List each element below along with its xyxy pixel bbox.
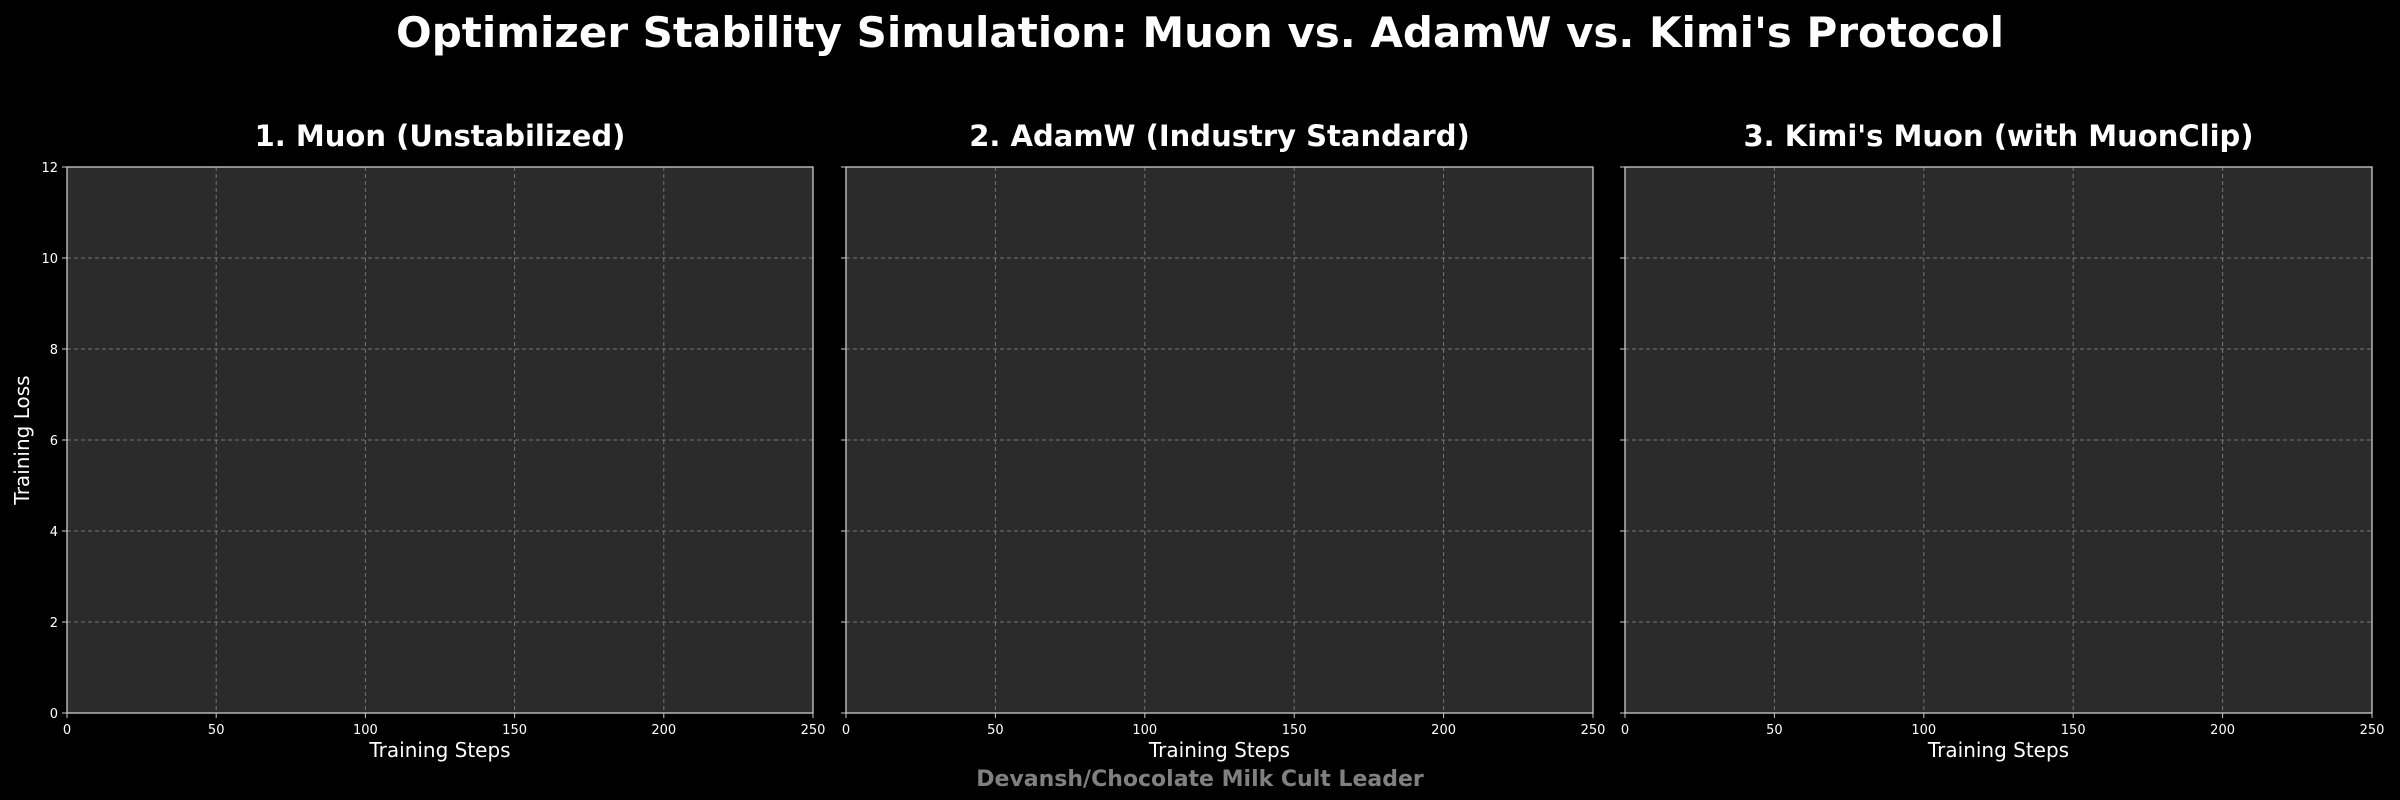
x-tick-label: 250 (2360, 723, 2385, 738)
x-axis-label: Training Steps (368, 738, 510, 762)
y-axis-label: Training Loss (10, 375, 34, 505)
x-tick-label: 100 (353, 723, 378, 738)
chart-title: 3. Kimi's Muon (with MuonClip) (1743, 119, 2253, 153)
y-tick-label: 12 (41, 161, 58, 176)
x-tick-label: 0 (842, 723, 850, 738)
y-tick-label: 0 (50, 707, 58, 722)
chart-panel-2: 0 50 100 150 200 250 2. AdamW (Industry Standa… (841, 119, 1605, 762)
x-tick-label: 200 (1431, 723, 1456, 738)
x-tick-label: 250 (801, 723, 826, 738)
x-tick-label: 50 (987, 723, 1004, 738)
x-tick-label: 250 (1581, 723, 1606, 738)
figure-title: Optimizer Stability Simulation: Muon vs.… (396, 8, 2004, 57)
x-tick-label: 150 (2061, 723, 2086, 738)
chart-panel-3: 0 50 100 150 200 250 3. Kimi's Muon (with Muon… (1620, 119, 2384, 762)
y-tick-label: 4 (50, 525, 58, 540)
chart-title: 1. Muon (Unstabilized) (255, 119, 626, 153)
y-tick-label: 10 (41, 252, 58, 267)
watermark: Devansh/Chocolate Milk Cult Leader (976, 767, 1424, 792)
chart-title: 2. AdamW (Industry Standard) (969, 119, 1470, 153)
y-tick-label: 2 (50, 616, 58, 631)
x-tick-label: 100 (1911, 723, 1936, 738)
x-axis-label: Training Steps (1148, 738, 1290, 762)
x-tick-label: 200 (651, 723, 676, 738)
x-tick-label: 50 (1766, 723, 1783, 738)
x-tick-label: 0 (1621, 723, 1629, 738)
chart-panel-1: 0 50 100 150 200 250 0 2 4 6 8 10 12 1. Muon (Unstabi… (10, 119, 825, 762)
y-tick-label: 6 (50, 434, 58, 449)
x-tick-label: 150 (502, 723, 527, 738)
x-tick-label: 100 (1132, 723, 1157, 738)
y-tick-label: 8 (50, 343, 58, 358)
x-axis-label: Training Steps (1927, 738, 2069, 762)
x-tick-label: 200 (2210, 723, 2235, 738)
x-tick-label: 150 (1282, 723, 1307, 738)
x-tick-label: 0 (63, 723, 71, 738)
x-tick-label: 50 (208, 723, 225, 738)
